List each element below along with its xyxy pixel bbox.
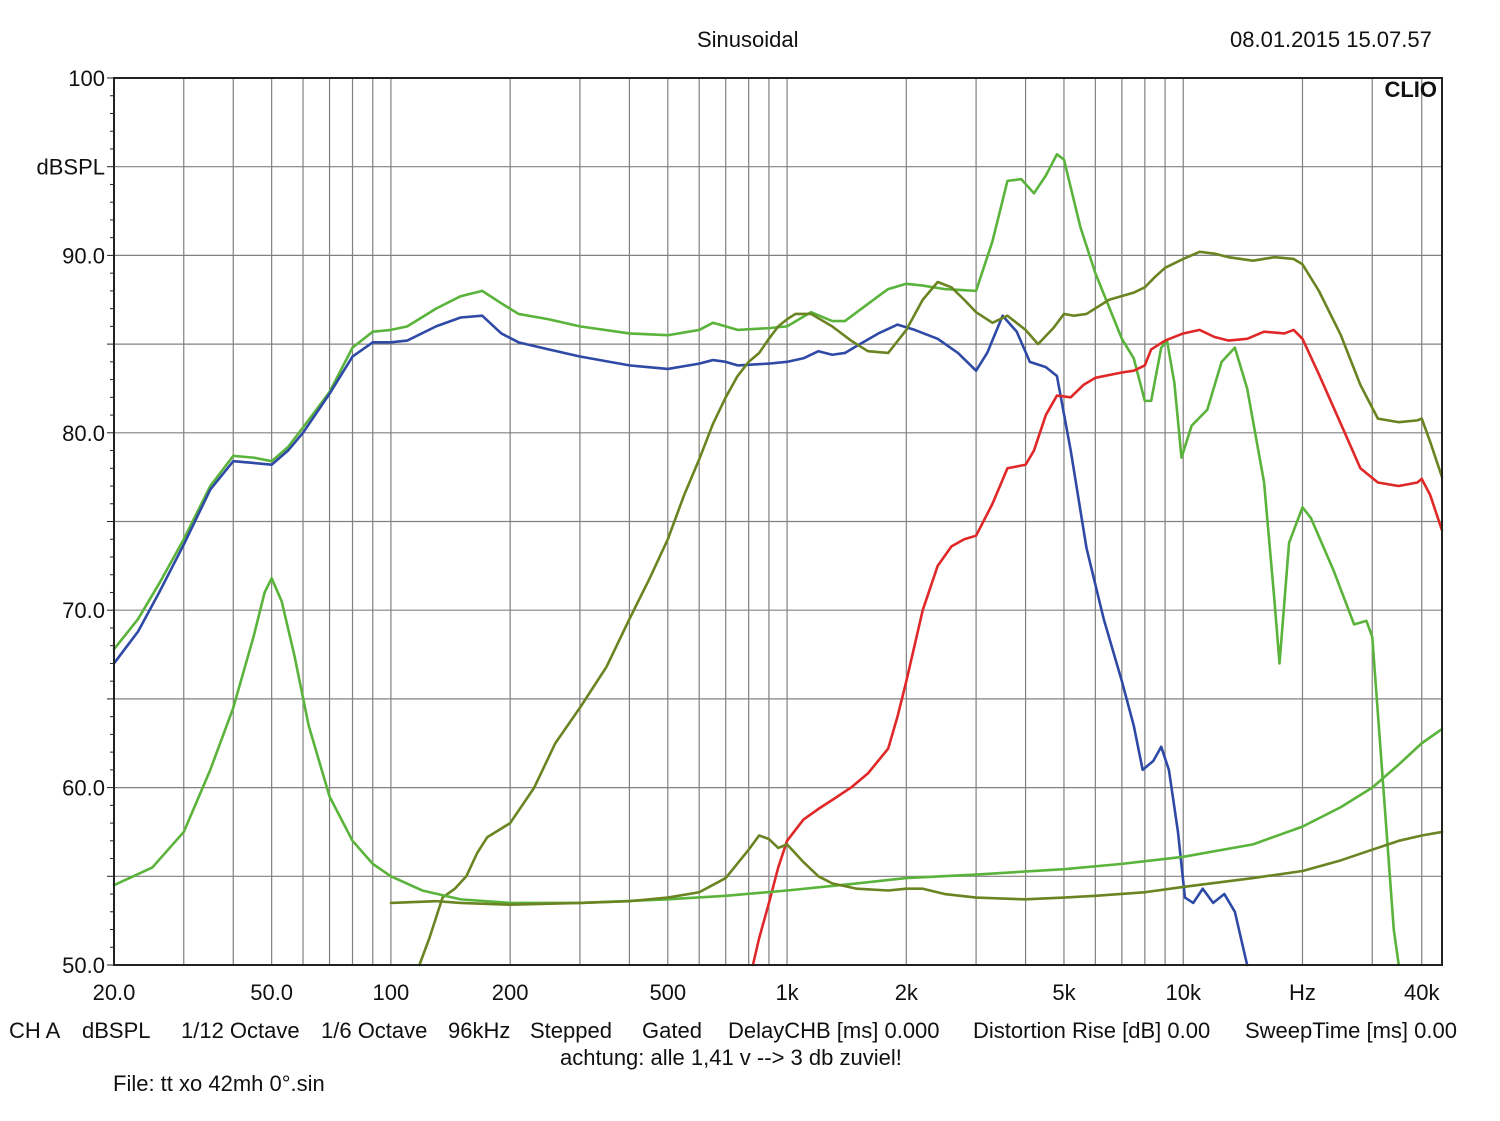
y-tick-label: 100	[68, 66, 105, 91]
chart-title: Sinusoidal	[697, 27, 799, 52]
y-axis-ticks: 100 90.0 80.0 70.0 60.0 50.0 dBSPL	[37, 66, 114, 978]
x-tick-label: 50.0	[250, 980, 293, 1005]
measurement-datetime: 08.01.2015 15.07.57	[1230, 27, 1432, 52]
y-tick-label: 80.0	[62, 421, 105, 446]
setting-delay: DelayCHB [ms] 0.000	[728, 1018, 940, 1043]
grid-lines	[114, 78, 1442, 965]
x-tick-label: 1k	[775, 980, 799, 1005]
x-tick-label: 20.0	[93, 980, 136, 1005]
settings-row: CH A dBSPL 1/12 Octave 1/6 Octave 96kHz …	[9, 1020, 1489, 1046]
x-tick-label: 100	[373, 980, 410, 1005]
setting-sample-rate: 96kHz	[448, 1018, 511, 1043]
setting-smoothing-2: 1/6 Octave	[321, 1018, 428, 1043]
x-axis-ticks: 20.0 50.0 100 200 500 1k 2k 5k 10k Hz 40k	[93, 980, 1441, 1005]
clio-logo: CLIO	[1384, 77, 1437, 102]
series-line	[112, 314, 1249, 967]
setting-unit: dBSPL	[82, 1018, 151, 1043]
setting-gated: Gated	[642, 1018, 702, 1043]
x-tick-label: 2k	[895, 980, 919, 1005]
y-tick-label: 50.0	[62, 953, 105, 978]
series-line	[389, 830, 1444, 906]
series-line	[112, 576, 1444, 905]
setting-channel: CH A	[9, 1018, 61, 1043]
y-axis-label: dBSPL	[37, 155, 106, 180]
measurement-note: achtung: alle 1,41 v --> 3 db zuviel!	[560, 1045, 902, 1070]
series-layer	[112, 152, 1444, 967]
series-line	[418, 250, 1444, 967]
series-line	[112, 152, 1401, 967]
y-tick-label: 60.0	[62, 776, 105, 801]
x-tick-label: 10k	[1165, 980, 1201, 1005]
x-tick-label: 5k	[1052, 980, 1076, 1005]
x-tick-label: 500	[649, 980, 686, 1005]
y-tick-label: 70.0	[62, 598, 105, 623]
setting-stepped: Stepped	[530, 1018, 612, 1043]
x-tick-label: 40k	[1404, 980, 1440, 1005]
setting-smoothing-1: 1/12 Octave	[181, 1018, 300, 1043]
setting-sweep-time: SweepTime [ms] 0.00	[1245, 1018, 1457, 1043]
x-tick-label: Hz	[1289, 980, 1316, 1005]
x-tick-label: 200	[492, 980, 529, 1005]
series-line	[751, 328, 1444, 967]
y-tick-label: 90.0	[62, 243, 105, 268]
file-name: File: tt xo 42mh 0°.sin	[113, 1071, 325, 1096]
setting-distortion-rise: Distortion Rise [dB] 0.00	[973, 1018, 1211, 1043]
